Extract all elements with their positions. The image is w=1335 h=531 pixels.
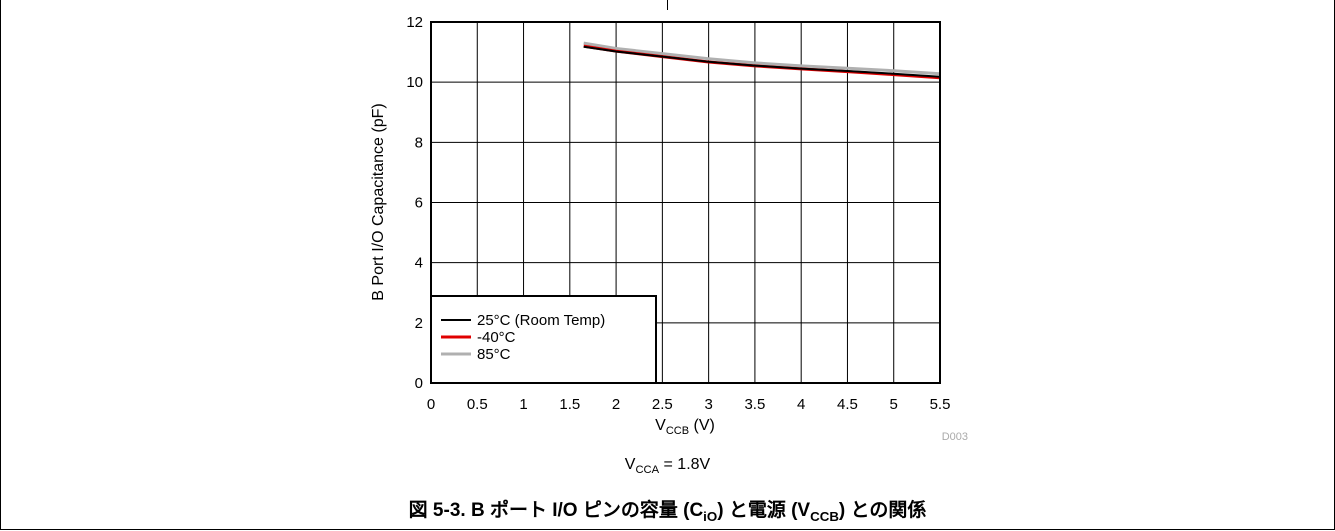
caption-sub-1: iO [703,508,718,524]
x-axis-label: VCCB (V) [655,417,715,437]
legend-label-0: 25°C (Room Temp) [477,312,605,329]
condition-prefix: V [624,456,636,473]
caption-sub-2: CCB [810,508,839,524]
caption-part-1: 図 5-3. B ポート I/O ピンの容量 (C [408,500,704,521]
x-tick-label-1: 0.5 [467,396,488,413]
x-tick-label-9: 4.5 [837,396,858,413]
legend-label-2: 85°C [477,346,511,363]
source-code: D003 [942,431,968,443]
caption-part-3: ) との関係 [838,500,927,521]
x-tick-label-0: 0 [427,396,435,413]
x-tick-label-8: 4 [797,396,805,413]
y-tick-label-3: 6 [415,195,423,212]
y-tick-labels: 0 2 4 6 8 10 12 [406,14,423,392]
frame-top-divider [667,0,668,10]
x-tick-label-3: 1.5 [559,396,580,413]
x-tick-label-6: 3 [704,396,712,413]
x-axis-label-sub: CCB [666,425,689,437]
y-tick-label-6: 12 [406,14,423,31]
y-axis-label: B Port I/O Capacitance (pF) [370,103,387,300]
legend-label-1: -40°C [477,329,516,346]
condition-sub: CCA [635,464,660,477]
y-tick-label-4: 8 [415,134,423,151]
chart-legend: 25°C (Room Temp)-40°C85°C [430,295,657,384]
x-tick-label-11: 5.5 [930,396,951,413]
test-condition: VCCA = 1.8V [0,456,1335,476]
x-tick-labels: 0 0.5 1 1.5 2 2.5 3 3.5 4 4.5 5 5.5 [427,396,951,413]
series-line-2 [583,41,941,76]
x-tick-label-7: 3.5 [744,396,765,413]
x-axis-label-main: V [655,417,666,434]
chart-series [583,41,941,80]
figure-caption: 図 5-3. B ポート I/O ピンの容量 (CiO) と電源 (VCCB) … [0,495,1335,524]
series-line-0 [583,45,941,78]
x-tick-label-2: 1 [519,396,527,413]
caption-part-2: ) と電源 (V [717,500,811,521]
legend-box [430,295,657,384]
y-tick-label-0: 0 [415,375,423,392]
x-tick-label-5: 2.5 [652,396,673,413]
y-tick-label-1: 2 [415,315,423,332]
x-axis-label-unit: (V) [689,417,715,434]
condition-suffix: = 1.8V [659,456,711,473]
y-tick-label-5: 10 [406,74,423,91]
x-tick-label-10: 5 [890,396,898,413]
plot-area-border [430,21,941,384]
y-tick-label-2: 4 [415,255,423,272]
x-tick-label-4: 2 [612,396,620,413]
